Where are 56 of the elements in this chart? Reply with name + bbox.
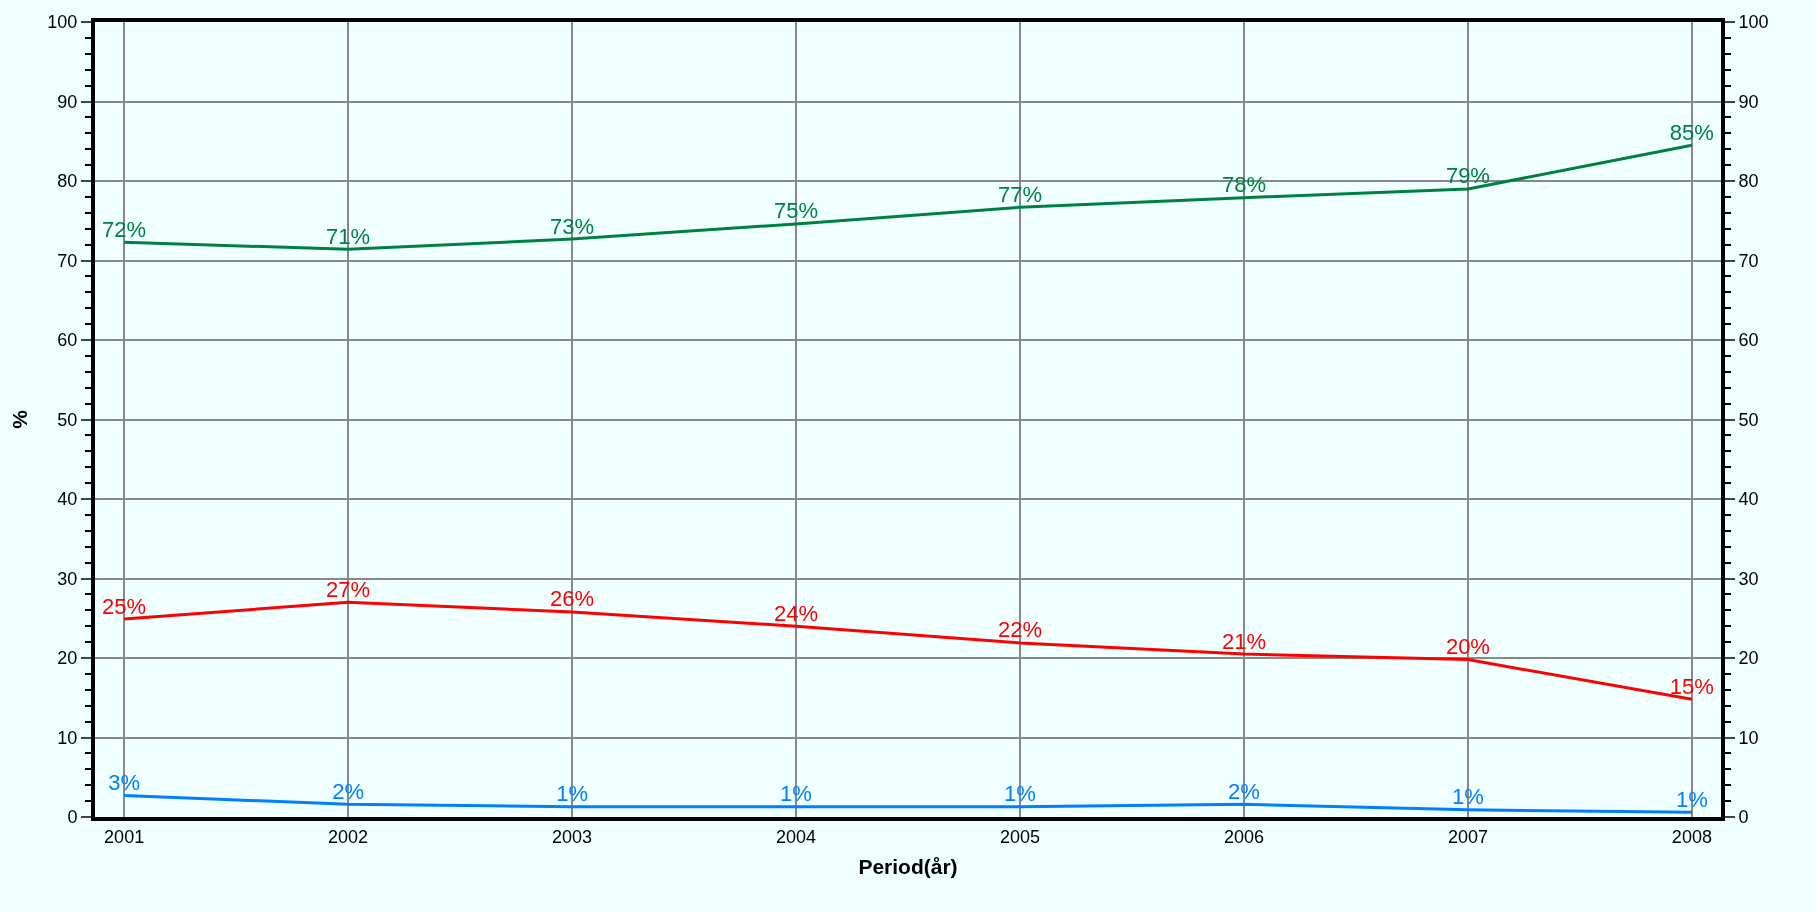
data-label: 25% xyxy=(102,593,147,619)
y2-tick-label: 10 xyxy=(1738,727,1759,748)
data-label: 24% xyxy=(774,600,819,626)
x-tick-label: 2008 xyxy=(1671,826,1712,847)
y-tick-label: 100 xyxy=(47,12,78,33)
y2-tick-label: 60 xyxy=(1738,330,1759,351)
y-tick-label: 50 xyxy=(57,409,78,430)
x-tick-label: 2007 xyxy=(1447,826,1488,847)
data-label: 20% xyxy=(1445,634,1490,660)
data-label: 1% xyxy=(1675,786,1708,812)
y-tick-label: 0 xyxy=(67,807,78,828)
data-label: 2% xyxy=(332,778,364,804)
y-tick-label: 70 xyxy=(57,250,78,271)
data-label: 79% xyxy=(1445,163,1490,189)
y2-tick-label: 100 xyxy=(1738,12,1769,33)
data-label: 21% xyxy=(1221,628,1266,654)
data-label: 1% xyxy=(556,781,588,807)
x-tick-label: 2002 xyxy=(328,826,369,847)
y-axis-title: % xyxy=(8,409,31,429)
y-tick-label: 90 xyxy=(57,91,78,112)
y-tick-label: 20 xyxy=(57,648,78,669)
data-label: 1% xyxy=(780,781,812,807)
y2-tick-label: 0 xyxy=(1738,807,1749,828)
x-tick-label: 2003 xyxy=(552,826,593,847)
data-label: 73% xyxy=(550,213,595,239)
data-label: 27% xyxy=(326,576,371,602)
y2-tick-label: 80 xyxy=(1738,171,1759,192)
data-label: 75% xyxy=(774,198,819,224)
y2-tick-label: 20 xyxy=(1738,648,1759,669)
data-label: 72% xyxy=(102,216,147,242)
y-tick-label: 40 xyxy=(57,489,78,510)
x-tick-label: 2001 xyxy=(104,826,145,847)
data-label: 71% xyxy=(326,223,371,249)
y-tick-label: 30 xyxy=(57,568,78,589)
data-label: 2% xyxy=(1228,778,1260,804)
data-label: 78% xyxy=(1221,172,1266,198)
y2-tick-label: 30 xyxy=(1738,568,1759,589)
data-label: 1% xyxy=(1452,784,1484,810)
data-label: 77% xyxy=(997,181,1042,207)
y-tick-label: 80 xyxy=(57,171,78,192)
y2-tick-label: 90 xyxy=(1738,91,1759,112)
x-axis-title: Period(år) xyxy=(858,855,958,879)
x-tick-label: 2005 xyxy=(999,826,1040,847)
data-label: 26% xyxy=(550,586,595,612)
y-tick-label: 10 xyxy=(57,727,78,748)
y2-tick-label: 70 xyxy=(1738,250,1759,271)
data-label: 22% xyxy=(997,617,1042,643)
data-label: 15% xyxy=(1669,673,1714,699)
data-label: 85% xyxy=(1669,119,1714,145)
y-tick-label: 60 xyxy=(57,330,78,351)
data-label: 3% xyxy=(108,770,141,796)
y2-tick-label: 50 xyxy=(1738,409,1759,430)
y2-tick-label: 40 xyxy=(1738,489,1759,510)
x-tick-label: 2004 xyxy=(776,826,817,847)
data-label: 1% xyxy=(1004,781,1036,807)
x-tick-label: 2006 xyxy=(1223,826,1264,847)
